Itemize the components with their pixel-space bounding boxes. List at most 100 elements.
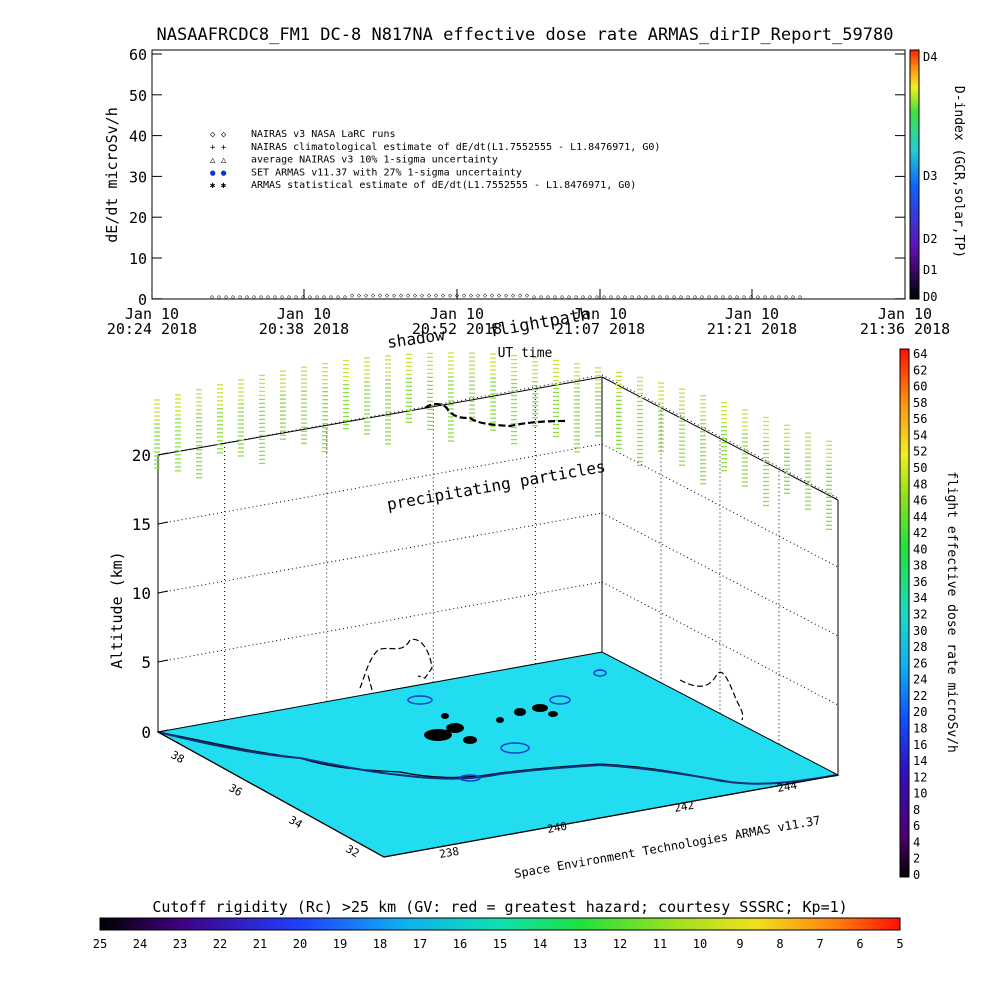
dose-rate-tick-label: 32 (913, 608, 927, 622)
top-data-point: ◇ (581, 293, 586, 301)
precipitating-particles (154, 352, 832, 530)
top-data-point: ◇ (294, 293, 299, 301)
top-data-point: ◇ (553, 293, 558, 301)
cutoff-rigidity-tick-label: 7 (816, 937, 823, 951)
top-data-point: ◇ (259, 293, 264, 301)
top-data-point: ◇ (770, 293, 775, 301)
top-data-point: ◇ (385, 292, 390, 300)
dose-rate-tick-label: 10 (913, 787, 927, 801)
dose-rate-tick-label: 64 (913, 347, 927, 361)
top-data-point: ◇ (462, 292, 467, 300)
cutoff-rigidity-tick-label: 6 (856, 937, 863, 951)
dindex-tick-label: D0 (923, 290, 937, 304)
top-y-tick-label: 10 (129, 250, 147, 268)
top-data-point: ◇ (273, 293, 278, 301)
cutoff-rigidity-tick-label: 12 (613, 937, 627, 951)
latitude-tick-label: 32 (344, 842, 362, 860)
top-data-point: ◇ (763, 293, 768, 301)
altitude-tick (157, 452, 169, 456)
top-data-point: ◇ (546, 293, 551, 301)
altitude-tick (157, 521, 169, 525)
frame-front-left (157, 731, 385, 858)
longitude-tick-label: 244 (776, 779, 798, 795)
top-data-point: ◇ (266, 293, 271, 301)
top-data-point: ◇ (721, 293, 726, 301)
top-data-point: ◇ (224, 293, 229, 301)
top-data-point: ◇ (238, 293, 243, 301)
cutoff-rigidity-tick-label: 21 (253, 937, 267, 951)
figure-title: NASAAFRCDC8_FM1 DC-8 N817NA effective do… (157, 25, 894, 45)
top-data-point: ◇ (588, 293, 593, 301)
top-data-point: ◇ (511, 292, 516, 300)
top-data-point: ◇ (322, 293, 327, 301)
dose-rate-tick-label: 0 (913, 868, 920, 882)
top-chart-y-label: dE/dt microSv/h (103, 107, 121, 242)
dose-rate-tick-label: 26 (913, 656, 927, 670)
top-data-point: ◇ (406, 292, 411, 300)
top-chart-y-ticks: 60 50 40 30 20 10 0 (129, 46, 905, 309)
top-data-point: ◇ (434, 292, 439, 300)
top-data-point: ◇ (364, 292, 369, 300)
legend-symbol: ✱ ✱ (210, 181, 227, 191)
altitude-tick-label: 20 (132, 446, 151, 465)
top-data-point: ◇ (756, 293, 761, 301)
ground-clusters (424, 704, 558, 744)
grid-line-back (157, 581, 603, 663)
latitude-tick-label: 34 (287, 813, 305, 831)
top-x-tick-time: 21:07 2018 (555, 320, 645, 338)
legend-entry: SET ARMAS v11.37 with 27% 1-sigma uncert… (251, 167, 522, 178)
cutoff-rigidity-tick-label: 16 (453, 937, 467, 951)
top-data-point: ◇ (679, 293, 684, 301)
dose-rate-colorbar-gradient (899, 348, 910, 878)
flightpath-line (424, 403, 569, 428)
top-chart-series: ◇ ◇ ◇ ◇ ◇ ◇ ◇ ◇ ◇ ◇ ◇ ◇ ◇ ◇ ◇ ◇ ◇ ◇ ◇ ◇ ◇ ◇ ◇ ◇ ◇ ◇ ◇ ◇ ◇ ◇ ◇ ◇ ◇ ◇ ◇ ◇ ◇ ◇ ◇ ◇… (210, 292, 803, 302)
dose-rate-tick-label: 22 (913, 689, 927, 703)
cutoff-rigidity-tick-label: 24 (133, 937, 147, 951)
dose-rate-tick-label: 56 (913, 412, 927, 426)
cutoff-rigidity-tick-label: 14 (533, 937, 547, 951)
cutoff-rigidity-tick-label: 5 (896, 937, 903, 951)
dose-rate-tick-label: 48 (913, 477, 927, 491)
top-data-point: ◇ (357, 292, 362, 300)
top-data-point: ◇ (735, 293, 740, 301)
dose-rate-tick-label: 50 (913, 461, 927, 475)
cutoff-rigidity-tick-label: 22 (213, 937, 227, 951)
legend: ◇ ◇ NAIRAS v3 NASA LaRC runs + + NAIRAS cli… (210, 129, 660, 191)
latitude-tick-label: 38 (169, 748, 187, 766)
top-data-point: ◇ (665, 293, 670, 301)
top-data-point: ◇ (749, 293, 754, 301)
top-data-point: ◇ (616, 293, 621, 301)
top-data-point: ◇ (420, 292, 425, 300)
grid-line-back (157, 512, 603, 594)
top-data-point: ◇ (539, 293, 544, 301)
top-data-point: ◇ (231, 293, 236, 301)
dose-rate-tick-label: 42 (913, 526, 927, 540)
longitude-tick-label: 240 (546, 820, 568, 836)
dose-rate-tick-label: 38 (913, 559, 927, 573)
top-x-tick-date: Jan 10 (573, 305, 627, 323)
top-data-point: ◇ (651, 293, 656, 301)
top-data-point: ◇ (413, 292, 418, 300)
dose-rate-tick-label: 36 (913, 575, 927, 589)
altitude-tick-label: 15 (132, 515, 151, 534)
top-data-point: ◇ (700, 293, 705, 301)
altitude-ticks: 20 15 10 5 0 (132, 446, 169, 742)
top-data-point: ◇ (609, 293, 614, 301)
top-data-point: ◇ (469, 292, 474, 300)
grid-line-side (601, 443, 839, 568)
latitude-ticks: 38 36 34 32 (169, 748, 362, 860)
top-x-tick-date: Jan 10 (725, 305, 779, 323)
top-data-point: ◇ (602, 293, 607, 301)
wall-back-top (157, 376, 603, 456)
dindex-colorbar-gradient (909, 49, 920, 300)
dindex-ticks: D4 D3 D2 D1 D0 (923, 50, 937, 304)
top-data-point: ◇ (350, 292, 355, 300)
longitude-ticks: 238 240 242 244 (438, 779, 798, 861)
grid-line-side (601, 512, 839, 637)
top-x-tick-date: Jan 10 (125, 305, 179, 323)
cutoff-rigidity-tick-label: 19 (333, 937, 347, 951)
dindex-tick-label: D3 (923, 169, 937, 183)
top-data-point: ◇ (427, 292, 432, 300)
